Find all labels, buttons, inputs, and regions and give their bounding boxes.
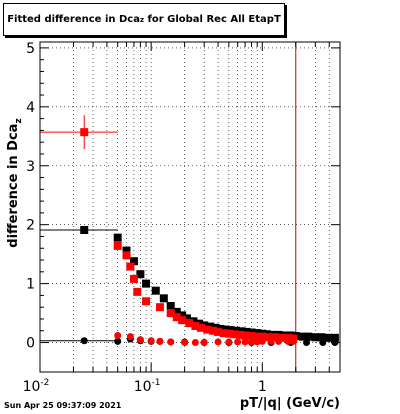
data-point-circle (275, 337, 283, 345)
data-point-square (122, 246, 131, 255)
data-point-square (185, 319, 194, 328)
data-point-circle (253, 338, 261, 346)
data-point-circle (267, 337, 275, 345)
data-point-square (178, 311, 187, 320)
data-point-square (224, 329, 233, 338)
data-marks (40, 42, 339, 372)
data-point-square (241, 331, 250, 340)
data-point-circle (181, 339, 189, 347)
data-point-circle (214, 338, 222, 346)
data-point-square (142, 297, 151, 306)
data-point-square (304, 332, 313, 341)
data-point-square (172, 307, 181, 316)
data-point-square (155, 303, 164, 312)
data-point-square (159, 294, 168, 303)
data-point-square (122, 251, 131, 260)
title-rest: for Global Rec All EtapT (144, 14, 281, 25)
data-point-circle (289, 337, 297, 345)
data-point-circle (225, 338, 233, 346)
x-tick-label: 10-1 (134, 378, 161, 395)
data-point-circle (147, 337, 155, 345)
data-point-square (166, 302, 175, 310)
data-point-circle (284, 337, 292, 345)
data-point-square (189, 317, 198, 326)
y-axis-label-sub: z (14, 118, 24, 123)
y-axis-label: difference in Dcaz (6, 118, 24, 247)
chart-title: Fitted difference in Dca z for Global Rec… (3, 3, 285, 36)
data-point-square (317, 333, 326, 342)
data-point-square (324, 333, 333, 342)
data-point-square (126, 262, 135, 271)
title-main: Fitted difference in Dca (7, 14, 140, 25)
data-point-circle (248, 338, 256, 346)
x-tick-label: 1 (258, 379, 267, 395)
data-point-square (129, 274, 138, 283)
data-point-square (298, 332, 307, 341)
title-sub: z (139, 15, 145, 24)
data-point-circle (303, 339, 311, 347)
data-point-square (113, 233, 122, 242)
data-point-square (133, 287, 142, 296)
data-point-square (172, 313, 181, 322)
data-point-square (136, 270, 145, 279)
data-point-circle (156, 337, 164, 345)
data-point-circle (319, 339, 327, 347)
data-point-square (265, 333, 274, 342)
data-point-square (270, 333, 279, 342)
data-point-square (214, 327, 223, 336)
y-tick-label: 3 (26, 159, 35, 175)
data-point-circle (114, 331, 122, 339)
data-point-square (236, 330, 245, 339)
data-point-square (219, 329, 228, 338)
data-point-circle (114, 337, 122, 345)
data-point-square (258, 332, 267, 341)
plot-frame (39, 41, 341, 373)
axes: 0 1 2 3 4 5 10-2 10-1 1 (23, 41, 341, 395)
data-point-square (330, 333, 339, 342)
x-axis-label: pT/|q| (GeV/c) (239, 396, 340, 411)
data-point-square (80, 128, 89, 137)
y-tick-label: 2 (26, 218, 35, 234)
data-point-circle (167, 338, 175, 346)
y-tick-label: 1 (26, 277, 35, 293)
data-point-square (178, 316, 187, 325)
data-point-square (277, 333, 286, 342)
data-point-square (253, 332, 262, 341)
timestamp: Sun Apr 25 09:37:09 2021 (4, 401, 122, 410)
data-point-square (129, 257, 138, 266)
data-point-square (311, 333, 320, 342)
data-point-circle (191, 339, 199, 347)
data-point-square (113, 241, 122, 250)
data-point-square (151, 286, 160, 295)
data-point-circle (258, 337, 266, 345)
data-point-square (247, 332, 256, 341)
data-point-square (142, 279, 151, 288)
data-point-square (196, 323, 205, 332)
data-point-circle (80, 337, 88, 345)
x-tick-label: 10-2 (23, 378, 50, 395)
data-point-square (166, 309, 175, 318)
data-point-square (230, 330, 239, 339)
y-tick-label: 5 (26, 41, 35, 57)
data-point-square (283, 333, 292, 342)
data-point-circle (234, 338, 242, 346)
data-point-circle (126, 333, 134, 341)
data-point-circle (136, 336, 144, 344)
data-point-circle (241, 338, 249, 346)
data-point-circle (200, 339, 208, 347)
data-point-square (80, 225, 89, 234)
data-point-square (208, 326, 217, 335)
y-tick-label: 4 (26, 100, 35, 116)
data-point-square (191, 322, 200, 331)
data-point-square (182, 314, 191, 323)
y-tick-label: 0 (26, 336, 35, 352)
data-point-square (203, 325, 212, 334)
